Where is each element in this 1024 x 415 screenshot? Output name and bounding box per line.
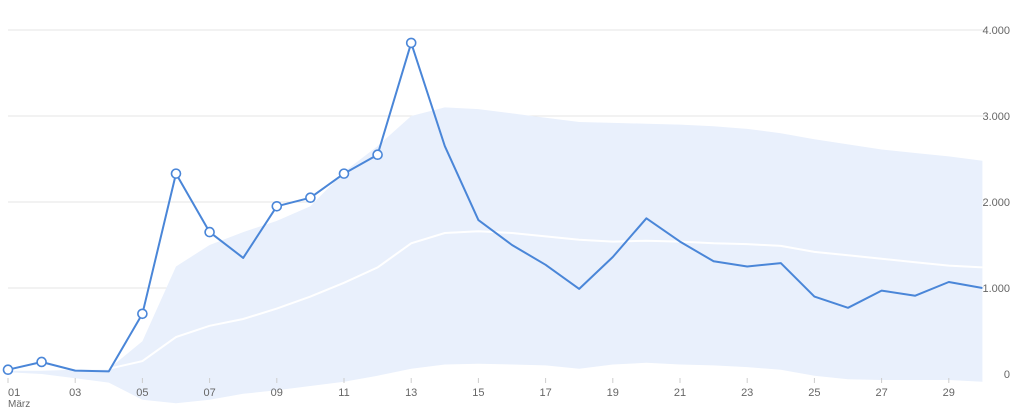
series-line xyxy=(7,41,983,373)
confidence-band xyxy=(8,107,983,404)
x-tick-label: 11 xyxy=(338,387,349,399)
data-point xyxy=(305,192,316,203)
y-tick-label: 4.000 xyxy=(982,25,1010,37)
x-tick-label: 17 xyxy=(539,387,551,399)
data-point xyxy=(405,37,417,49)
y-tick-label: 0 xyxy=(1004,369,1010,381)
x-tick-label: 19 xyxy=(607,387,619,399)
x-tick-label: 27 xyxy=(875,387,887,399)
data-point xyxy=(271,201,283,212)
data-point xyxy=(372,149,383,160)
x-tick-label: 29 xyxy=(943,387,955,399)
x-tick-label: 05 xyxy=(136,387,148,399)
y-tick-label: 3.000 xyxy=(982,111,1010,123)
y-tick-label: 1.000 xyxy=(982,283,1010,295)
data-point xyxy=(36,356,47,368)
data-point xyxy=(2,364,14,376)
data-point xyxy=(170,168,182,179)
x-tick-label: 21 xyxy=(674,387,686,399)
confidence-band-area xyxy=(8,107,983,404)
y-axis-labels: 0 1.000 2.000 3.000 4.000 xyxy=(982,25,1010,381)
y-tick-label: 2.000 xyxy=(982,197,1010,209)
x-tick-label: 15 xyxy=(472,387,484,399)
x-month-label: März xyxy=(8,399,30,410)
x-tick-label: 13 xyxy=(405,387,417,399)
x-tick-label: 09 xyxy=(271,387,283,399)
x-tick-label: 25 xyxy=(808,387,820,399)
x-tick-label: 03 xyxy=(69,387,81,399)
x-axis-labels: 01 03 05 07 09 11 13 15 17 19 21 23 25 27 29 März xyxy=(7,378,955,410)
x-tick-label: 01 xyxy=(8,387,20,399)
x-tick-label: 23 xyxy=(741,387,753,399)
data-point xyxy=(137,308,148,320)
x-tick-label: 07 xyxy=(203,387,215,399)
data-point xyxy=(204,226,215,238)
data-point xyxy=(338,168,350,179)
series xyxy=(2,37,983,376)
